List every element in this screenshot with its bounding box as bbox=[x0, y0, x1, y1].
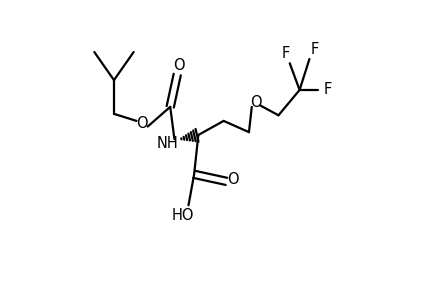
Text: O: O bbox=[227, 172, 238, 187]
Text: O: O bbox=[173, 58, 184, 73]
Text: NH: NH bbox=[157, 136, 178, 151]
Text: O: O bbox=[136, 116, 148, 131]
Text: HO: HO bbox=[172, 208, 194, 223]
Text: F: F bbox=[324, 82, 332, 97]
Text: F: F bbox=[311, 42, 319, 57]
Text: O: O bbox=[250, 95, 262, 110]
Text: F: F bbox=[281, 46, 289, 61]
